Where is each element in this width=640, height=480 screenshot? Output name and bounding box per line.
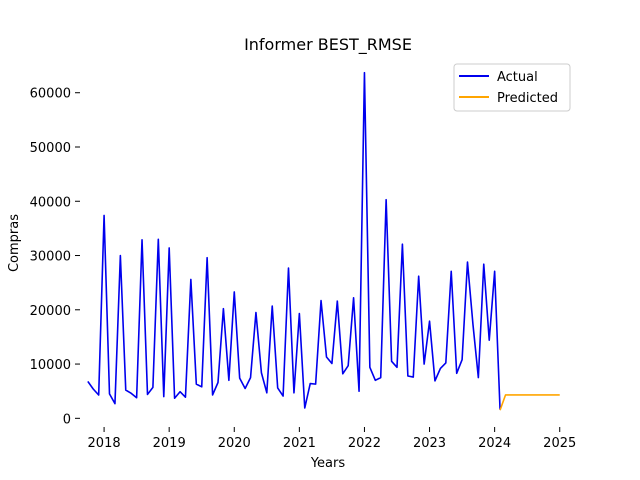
- x-tick-label: 2024: [478, 436, 511, 451]
- x-axis-label: Years: [310, 456, 346, 471]
- x-tick-label: 2019: [153, 436, 186, 451]
- legend-label-predicted: Predicted: [497, 91, 558, 106]
- y-tick-label: 40000: [30, 195, 71, 210]
- x-tick-label: 2025: [543, 436, 576, 451]
- y-axis-label: Compras: [7, 214, 22, 272]
- series-line-predicted: [499, 394, 560, 411]
- legend: Actual Predicted: [453, 63, 571, 112]
- legend-label-actual: Actual: [497, 70, 538, 85]
- y-tick-label: 20000: [30, 304, 71, 319]
- x-axis: 2018 2019 2020 2021 2022 2023 2024 2025: [88, 427, 576, 451]
- chart-title: Informer BEST_RMSE: [244, 35, 412, 55]
- x-tick-label: 2022: [348, 436, 381, 451]
- y-axis: 0 10000 20000 30000 40000 50000 60000: [30, 87, 80, 427]
- x-tick-label: 2021: [283, 436, 316, 451]
- y-tick-label: 30000: [30, 250, 71, 265]
- x-tick-label: 2020: [218, 436, 251, 451]
- y-tick-label: 0: [63, 412, 71, 427]
- plot-lines: [87, 71, 560, 411]
- y-tick-label: 10000: [30, 358, 71, 373]
- x-tick-label: 2023: [413, 436, 446, 451]
- x-tick-label: 2018: [88, 436, 121, 451]
- y-tick-label: 50000: [30, 141, 71, 156]
- y-tick-label: 60000: [30, 87, 71, 102]
- series-line-actual: [87, 71, 501, 410]
